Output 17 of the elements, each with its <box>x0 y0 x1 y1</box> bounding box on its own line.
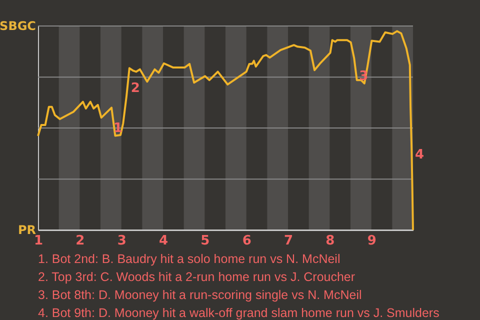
text: 1. Bot 2nd: B. Baudry hit a solo home run vs N. McNeil <box>38 252 340 266</box>
ref-line-label: SBGC <box>0 19 36 33</box>
annotation: 2 <box>130 81 140 96</box>
x-tick-label: 9 <box>367 234 376 248</box>
x-tick-label: 1 <box>34 234 44 248</box>
x-tick-label: 2 <box>76 234 85 248</box>
x-tick-label: 7 <box>284 234 294 248</box>
annotation: 4 <box>415 148 424 163</box>
x-tick-label: 3 <box>117 234 126 248</box>
text: 4. Bot 9th: D. Mooney hit a walk-off grand slam home run vs J. Smulders <box>38 306 440 320</box>
text: 3. Bot 8th: D. Mooney hit a run-scoring single vs N. McNeil <box>38 288 362 302</box>
x-tick-label: 6 <box>242 234 252 248</box>
ref-line-label: PR <box>18 223 36 237</box>
text: 2. Top 3rd: C. Woods hit a 2-run home run vs J. Croucher <box>38 270 356 284</box>
x-tick-label: 5 <box>200 234 210 248</box>
x-tick-label: 4 <box>158 234 168 248</box>
x-tick-label: 8 <box>326 234 335 248</box>
